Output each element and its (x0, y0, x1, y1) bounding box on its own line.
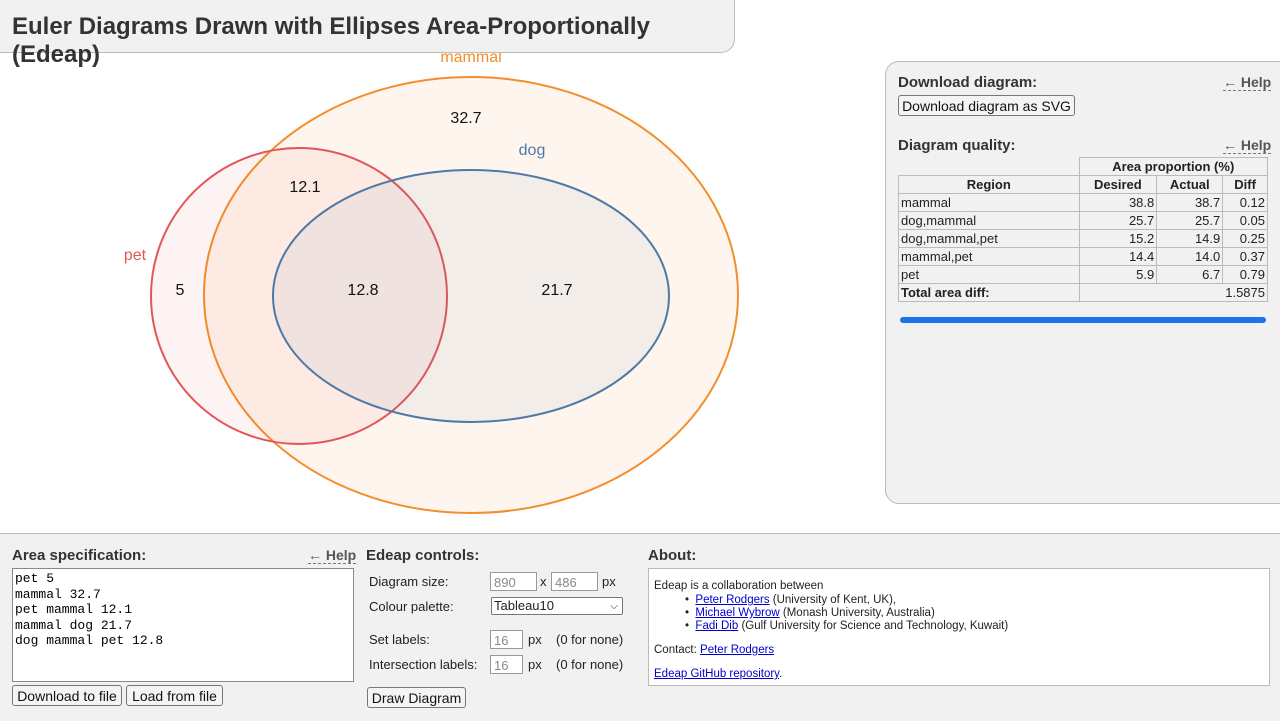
area-spec-heading: Area specification: (12, 547, 147, 564)
load-from-file-button[interactable]: Load from file (126, 685, 223, 706)
region-label-dog-mammal-pet: 12.8 (347, 282, 378, 299)
chevron-down-icon: ⌵ (610, 601, 618, 612)
results-panel: Download diagram: ← Help Download diagra… (885, 61, 1280, 504)
row-desired: 14.4 (1078, 247, 1158, 266)
region-label-pet: 5 (176, 282, 185, 299)
col-diff: Diff (1222, 175, 1268, 194)
row-actual: 6.7 (1156, 265, 1224, 284)
row-region: dog,mammal,pet (898, 229, 1080, 248)
row-region: pet (898, 265, 1080, 284)
repo-line: Edeap GitHub repository. (654, 668, 782, 680)
total-label: Total area diff: (898, 283, 1080, 302)
table-row: dog,mammal 25.7 25.7 0.05 (898, 211, 1268, 230)
page-title: Euler Diagrams Drawn with Ellipses Area-… (12, 13, 650, 68)
row-diff: 0.12 (1222, 193, 1268, 212)
region-label-mammal: 32.7 (450, 110, 481, 127)
region-label-dog-mammal: 21.7 (541, 282, 572, 299)
size-x-separator: x (540, 574, 547, 589)
row-actual: 38.7 (1156, 193, 1224, 212)
about-box: Edeap is a collaboration between • Peter… (648, 568, 1270, 686)
row-diff: 0.05 (1222, 211, 1268, 230)
intersection-labels-label: Intersection labels: (369, 657, 478, 672)
set-labels-hint: (0 for none) (556, 632, 624, 647)
set-labels-label: Set labels: (369, 632, 430, 647)
about-intro: Edeap is a collaboration between (654, 580, 824, 592)
contact-link[interactable]: Peter Rodgers (700, 644, 775, 656)
person-link[interactable]: Fadi Dib (695, 620, 739, 632)
row-desired: 38.8 (1078, 193, 1158, 212)
palette-select[interactable]: Tableau10 ⌵ (491, 597, 623, 615)
euler-diagram: mammal dog pet 32.7 12.1 5 12.8 21.7 (124, 49, 739, 514)
about-heading: About: (648, 547, 697, 564)
row-actual: 14.0 (1156, 247, 1224, 266)
row-actual: 25.7 (1156, 211, 1224, 230)
intersection-labels-unit: px (528, 657, 542, 672)
download-help-link[interactable]: ← Help (1223, 74, 1272, 91)
total-value: 1.5875 (1078, 283, 1268, 302)
pet-ellipse (150, 147, 448, 445)
person-affiliation: (Monash University, Australia) (782, 607, 935, 619)
col-region: Region (898, 175, 1080, 194)
diagram-width-input[interactable]: 890 (490, 572, 537, 591)
contact-line: Contact: Peter Rodgers (654, 644, 774, 656)
set-label-pet: pet (124, 247, 147, 264)
area-spec-help-link[interactable]: ← Help (308, 547, 357, 564)
person-affiliation: (Gulf University for Science and Technol… (741, 620, 1009, 632)
diagram-size-label: Diagram size: (369, 574, 449, 589)
quality-progress-bar (900, 317, 1266, 323)
quality-help-link[interactable]: ← Help (1223, 137, 1272, 154)
region-label-mammal-pet: 12.1 (289, 179, 320, 196)
list-item: • Fadi Dib (Gulf University for Science … (685, 620, 1009, 632)
download-svg-button[interactable]: Download diagram as SVG (898, 95, 1075, 116)
title-tab: Euler Diagrams Drawn with Ellipses Area-… (0, 0, 735, 68)
table-row: dog,mammal,pet 15.2 14.9 0.25 (898, 229, 1268, 248)
table-row: mammal,pet 14.4 14.0 0.37 (898, 247, 1268, 266)
palette-label: Colour palette: (369, 599, 454, 614)
person-link[interactable]: Michael Wybrow (695, 607, 780, 619)
row-diff: 0.79 (1222, 265, 1268, 284)
controls-heading: Edeap controls: (366, 547, 480, 564)
repo-suffix: . (779, 668, 783, 680)
list-item: • Peter Rodgers (University of Kent, UK)… (685, 594, 897, 606)
total-row: Total area diff: 1.5875 (898, 283, 1268, 302)
row-diff: 0.25 (1222, 229, 1268, 248)
set-labels-input[interactable]: 16 (490, 630, 523, 649)
diagram-height-input[interactable]: 486 (551, 572, 598, 591)
table-corner (898, 157, 1080, 176)
row-desired: 5.9 (1078, 265, 1158, 284)
intersection-labels-input[interactable]: 16 (490, 655, 523, 674)
dog-ellipse (272, 169, 670, 423)
intersection-labels-hint: (0 for none) (556, 657, 624, 672)
set-labels-unit: px (528, 632, 542, 647)
palette-value: Tableau10 (494, 598, 554, 613)
download-heading: Download diagram: (898, 74, 1038, 91)
github-repo-link[interactable]: Edeap GitHub repository (654, 668, 780, 680)
controls-area: Area specification: ← Help pet 5 mammal … (0, 533, 1280, 721)
row-desired: 15.2 (1078, 229, 1158, 248)
row-region: dog,mammal (898, 211, 1080, 230)
set-label-mammal: mammal (440, 49, 501, 66)
row-desired: 25.7 (1078, 211, 1158, 230)
quality-table: Area proportion (%) Region Desired Actua… (898, 157, 1268, 302)
mammal-ellipse (203, 76, 739, 514)
table-row: pet 5.9 6.7 0.79 (898, 265, 1268, 284)
row-actual: 14.9 (1156, 229, 1224, 248)
size-unit: px (602, 574, 616, 589)
person-link[interactable]: Peter Rodgers (695, 594, 770, 606)
col-desired: Desired (1078, 175, 1158, 194)
area-spec-textarea[interactable]: pet 5 mammal 32.7 pet mammal 12.1 mammal… (12, 568, 354, 682)
contact-label: Contact: (654, 644, 697, 656)
quality-heading: Diagram quality: (898, 137, 1016, 154)
download-to-file-button[interactable]: Download to file (12, 685, 122, 706)
col-actual: Actual (1156, 175, 1224, 194)
row-region: mammal,pet (898, 247, 1080, 266)
row-region: mammal (898, 193, 1080, 212)
list-item: • Michael Wybrow (Monash University, Aus… (685, 607, 935, 619)
person-affiliation: (University of Kent, UK), (772, 594, 897, 606)
draw-diagram-button[interactable]: Draw Diagram (367, 687, 466, 708)
set-label-dog: dog (519, 142, 546, 159)
row-diff: 0.37 (1222, 247, 1268, 266)
table-row: mammal 38.8 38.7 0.12 (898, 193, 1268, 212)
area-proportion-header: Area proportion (%) (1078, 157, 1268, 176)
